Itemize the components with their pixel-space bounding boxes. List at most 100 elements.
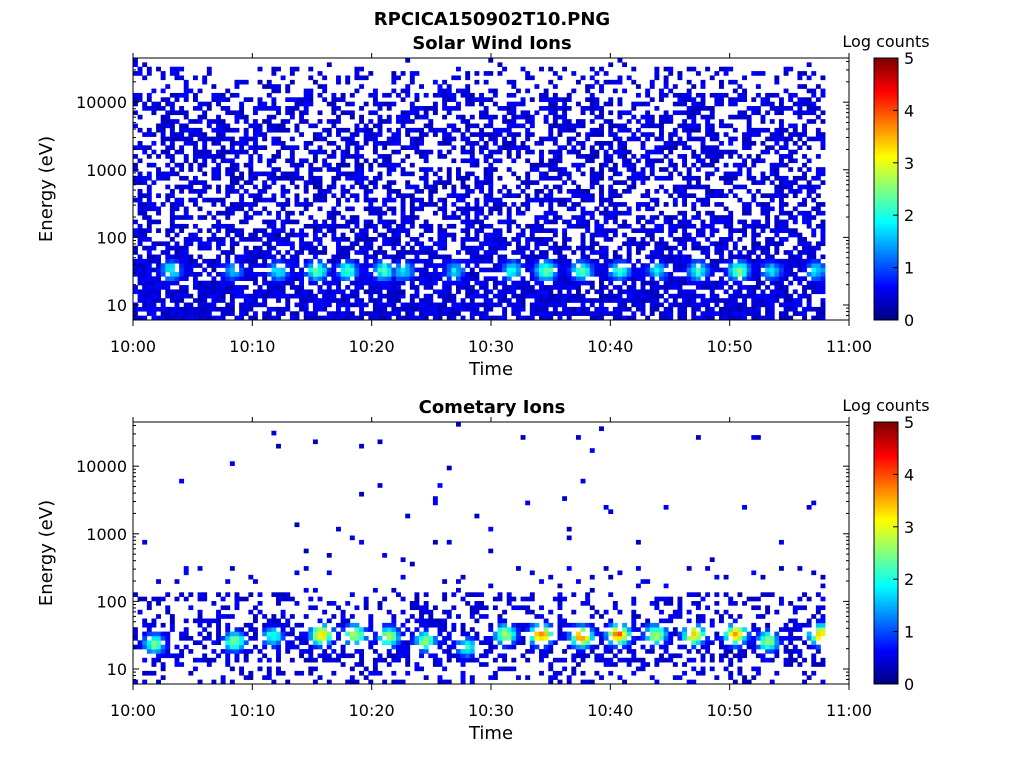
heatmap-cell	[497, 237, 503, 242]
heatmap-cell	[774, 250, 780, 255]
heatmap-cell	[788, 132, 794, 137]
heatmap-cell	[589, 258, 595, 264]
heatmap-cell	[336, 315, 341, 321]
heatmap-cell	[483, 140, 489, 146]
heatmap-cell	[169, 280, 175, 286]
heatmap-cell	[548, 219, 554, 225]
heatmap-cell	[409, 136, 415, 142]
colorbar-segment	[874, 221, 898, 225]
heatmap-cell	[511, 271, 517, 277]
heatmap-cell	[649, 219, 655, 225]
heatmap-cell	[751, 263, 757, 268]
heatmap-cell	[391, 302, 397, 308]
heatmap-cell	[257, 123, 263, 129]
heatmap-cell	[216, 285, 221, 290]
heatmap-cell	[266, 232, 272, 238]
heatmap-cell	[520, 114, 526, 120]
heatmap-cell	[566, 219, 572, 225]
heatmap-cell	[649, 250, 655, 255]
heatmap-cell	[262, 206, 268, 212]
heatmap-cell	[479, 184, 484, 190]
heatmap-cell	[737, 92, 743, 98]
colorbar-segment	[874, 141, 898, 145]
heatmap-cell	[506, 241, 512, 247]
heatmap-cell	[709, 162, 715, 168]
heatmap-cell	[202, 101, 208, 107]
heatmap-cell	[575, 311, 581, 316]
heatmap-cell	[525, 158, 531, 164]
heatmap-cell	[252, 280, 258, 286]
heatmap-cell	[783, 145, 789, 150]
heatmap-cell	[400, 88, 406, 94]
heatmap-cell	[520, 145, 526, 150]
heatmap-cell	[456, 101, 461, 107]
heatmap-cell	[635, 298, 641, 303]
heatmap-cell	[396, 289, 401, 295]
heatmap-cell	[465, 193, 471, 199]
heatmap-cell	[677, 285, 683, 290]
heatmap-cell	[419, 245, 424, 251]
heatmap-cell	[709, 193, 715, 199]
heatmap-cell	[165, 280, 171, 286]
heatmap-cell	[271, 71, 277, 76]
heatmap-cell	[252, 315, 258, 321]
heatmap-cell	[372, 206, 378, 212]
heatmap-cell	[239, 171, 245, 177]
heatmap-cell	[280, 258, 286, 264]
heatmap-cell	[492, 232, 498, 238]
heatmap-cell	[488, 97, 494, 102]
heatmap-cell	[257, 293, 263, 299]
heatmap-cell	[511, 92, 517, 98]
heatmap-cell	[571, 202, 577, 207]
heatmap-cell	[672, 184, 678, 190]
heatmap-cell	[289, 254, 295, 260]
heatmap-cell	[206, 271, 212, 277]
heatmap-cell	[529, 123, 535, 129]
heatmap-cell	[714, 215, 720, 220]
heatmap-cell	[326, 228, 332, 233]
heatmap-cell	[137, 127, 143, 133]
colorbar-segment	[874, 158, 898, 161]
heatmap-cell	[239, 276, 245, 281]
heatmap-cell	[289, 263, 295, 268]
heatmap-cell	[552, 293, 558, 299]
heatmap-cell	[280, 184, 286, 190]
heatmap-cell	[732, 114, 738, 120]
heatmap-cell	[539, 197, 544, 203]
colorbar-segment	[874, 219, 898, 223]
heatmap-cell	[271, 97, 277, 102]
heatmap-cell	[359, 175, 365, 181]
heatmap-cell	[562, 306, 568, 312]
heatmap-cell	[216, 189, 221, 194]
heatmap-cell	[368, 311, 374, 316]
heatmap-cell	[469, 254, 475, 260]
heatmap-cell	[483, 237, 489, 242]
heatmap-cell	[599, 202, 604, 207]
heatmap-cell	[336, 276, 341, 281]
heatmap-cell	[294, 66, 300, 72]
heatmap-cell	[649, 123, 655, 129]
heatmap-cell	[783, 311, 789, 316]
heatmap-cell	[133, 311, 138, 316]
heatmap-cell	[377, 162, 383, 168]
heatmap-cell	[396, 315, 401, 321]
heatmap-cell	[589, 285, 595, 290]
heatmap-cell	[396, 280, 401, 286]
heatmap-cell	[534, 180, 540, 185]
heatmap-cell	[714, 263, 720, 268]
heatmap-cell	[225, 184, 231, 190]
heatmap-cell	[603, 245, 609, 251]
heatmap-cell	[654, 254, 660, 260]
heatmap-cell	[372, 267, 378, 273]
heatmap-cell	[382, 223, 388, 229]
heatmap-cell	[276, 280, 281, 286]
heatmap-cell	[354, 237, 360, 242]
heatmap-cell	[419, 189, 424, 194]
colorbar-segment	[874, 217, 898, 221]
heatmap-cell	[372, 175, 378, 181]
heatmap-cell	[815, 136, 821, 142]
heatmap-cell	[686, 175, 692, 181]
heatmap-cell	[659, 92, 664, 98]
heatmap-cell	[589, 92, 595, 98]
